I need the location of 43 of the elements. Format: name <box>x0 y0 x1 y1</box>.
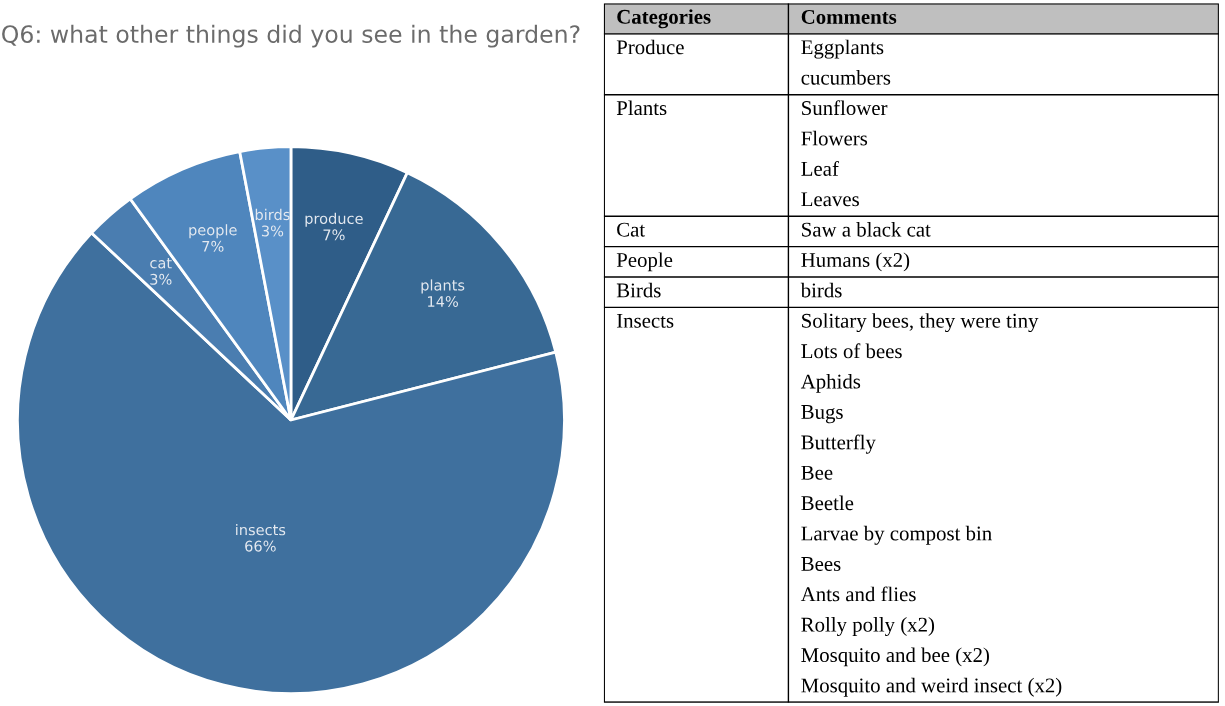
slice-label: plants <box>421 279 465 294</box>
text: Eggplants <box>801 39 884 59</box>
slice-label: cat <box>150 258 172 269</box>
text: cucumbers <box>801 70 891 85</box>
text: Ants and flies <box>800 586 916 602</box>
text: Humans (x2) <box>801 252 910 272</box>
text: Flowers <box>801 130 868 146</box>
text: Saw a black cat <box>802 222 931 237</box>
data-label: 7% <box>323 229 345 241</box>
chart-title: Q6: what other things did you see in the garden? <box>2 24 580 48</box>
data-label: 66% <box>245 540 276 552</box>
category-label: Produce <box>616 39 684 55</box>
text: Leaves <box>801 192 859 207</box>
text: Aphids <box>800 373 861 393</box>
text: birds <box>800 282 842 298</box>
text: Mosquito and weird insect (x2) <box>801 677 1062 697</box>
category-label: Plants <box>616 100 667 116</box>
category-label: People <box>616 252 673 272</box>
text: Butterfly <box>801 434 876 454</box>
category-label: Cat <box>617 222 646 237</box>
data-label: 7% <box>202 240 224 252</box>
category-label: Insects <box>616 313 674 328</box>
text: Lots of bees <box>801 343 902 359</box>
slice-label: people <box>189 224 237 239</box>
text: Beetle <box>801 495 854 511</box>
category-label: Comments <box>801 9 897 24</box>
slice-label: birds <box>255 208 290 221</box>
data-label: 3% <box>150 273 172 285</box>
data-label: 3% <box>261 225 284 237</box>
category-label: Birds <box>616 282 661 298</box>
slice-label: produce <box>305 212 363 227</box>
text: Bugs <box>801 405 843 424</box>
text: Leaf <box>801 161 839 176</box>
slice-label: insects <box>236 524 286 536</box>
text: Bee <box>801 465 833 480</box>
text: Bees <box>801 557 841 571</box>
text: Sunflower <box>802 100 888 116</box>
text: Solitary bees, they were tiny <box>802 313 1039 333</box>
data-label: 14% <box>428 295 459 307</box>
text: Mosquito and bee (x2) <box>801 647 989 667</box>
text: Rolly polly (x2) <box>801 617 935 636</box>
text: Larvae by compost bin <box>801 525 992 545</box>
category-label: Categories <box>617 9 711 29</box>
